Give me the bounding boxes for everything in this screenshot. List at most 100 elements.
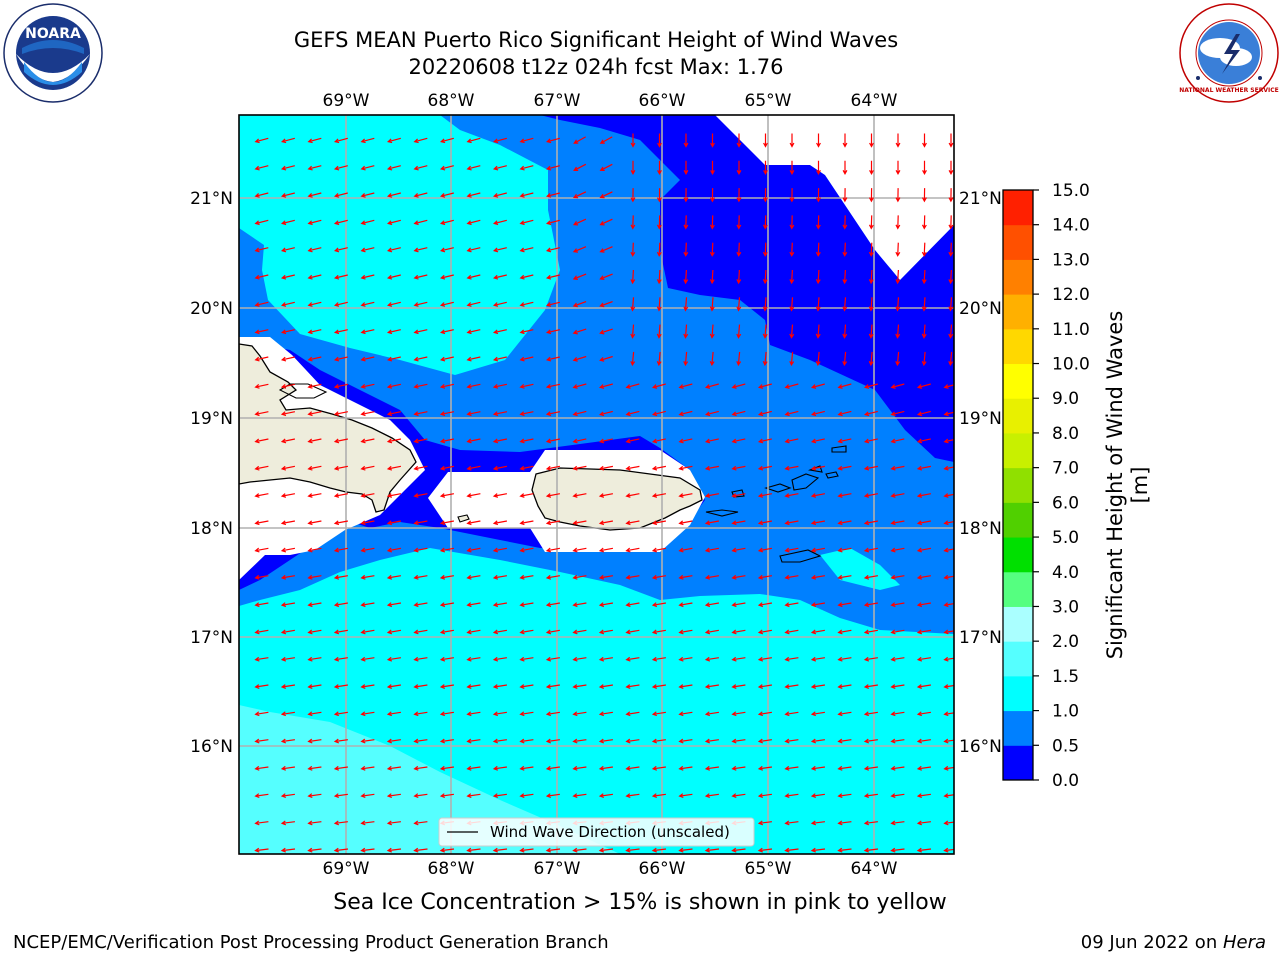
wave-direction-arrow xyxy=(413,793,428,799)
colorbar-cell xyxy=(1003,328,1033,365)
wave-direction-arrow xyxy=(545,738,560,744)
wave-direction-arrow xyxy=(572,328,587,335)
wave-direction-arrow xyxy=(333,465,349,471)
wave-direction-arrow xyxy=(466,574,481,580)
wave-direction-arrow xyxy=(869,133,874,148)
wave-direction-arrow xyxy=(333,684,348,689)
wave-direction-arrow xyxy=(757,656,772,662)
wave-direction-arrow xyxy=(333,219,348,226)
wave-direction-arrow xyxy=(625,629,640,635)
wave-direction-arrow xyxy=(869,160,874,176)
wave-direction-arrow xyxy=(439,301,454,307)
wave-direction-arrow xyxy=(598,629,614,635)
wave-direction-arrow xyxy=(757,547,773,553)
wave-direction-arrow xyxy=(598,438,613,444)
wave-direction-arrow xyxy=(943,684,954,689)
wave-direction-arrow xyxy=(254,383,269,389)
wave-direction-arrow xyxy=(863,847,879,853)
wave-direction-arrow xyxy=(545,574,561,580)
wave-direction-arrow xyxy=(736,351,742,367)
wave-direction-arrow xyxy=(413,820,428,826)
wave-direction-arrow xyxy=(545,192,560,198)
wave-direction-arrow xyxy=(360,465,375,471)
wave-direction-arrow xyxy=(386,765,401,771)
wave-direction-arrow xyxy=(466,656,481,662)
lat-labels-right: 21°N 20°N 19°N 18°N 17°N 16°N xyxy=(959,189,1002,757)
wave-direction-arrow xyxy=(492,137,507,144)
wave-direction-arrow xyxy=(863,765,878,771)
wave-direction-arrow xyxy=(360,411,375,417)
wave-direction-arrow xyxy=(386,656,401,662)
wave-direction-arrow xyxy=(837,656,852,662)
wave-direction-arrow xyxy=(704,547,720,553)
wave-direction-arrow xyxy=(492,411,508,417)
wave-direction-arrow xyxy=(545,793,560,799)
wave-direction-arrow xyxy=(280,274,295,280)
wave-direction-arrow xyxy=(625,656,640,662)
nws-logo-text: NATIONAL WEATHER SERVICE xyxy=(1179,87,1278,94)
wave-direction-arrow xyxy=(333,383,349,389)
wave-direction-arrow xyxy=(492,629,508,635)
wave-direction-arrow xyxy=(440,247,454,253)
colorbar-tick-label: 2.0 xyxy=(1052,632,1079,652)
wave-direction-arrow xyxy=(921,269,927,285)
wave-direction-arrow xyxy=(709,242,715,257)
lon-label: 67°W xyxy=(534,859,581,879)
wave-direction-arrow xyxy=(784,793,799,799)
wave-direction-arrow xyxy=(842,351,848,367)
wave-direction-arrow xyxy=(678,520,693,526)
colorbar-cell xyxy=(1003,224,1033,260)
wave-direction-arrow xyxy=(439,847,455,853)
wave-direction-arrow xyxy=(598,684,613,689)
wave-direction-arrow xyxy=(815,215,821,230)
wave-direction-arrow xyxy=(948,133,954,148)
wave-direction-arrow xyxy=(545,137,560,144)
wave-direction-arrow xyxy=(943,656,954,662)
colorbar-cell xyxy=(1003,745,1033,781)
wave-direction-arrow xyxy=(651,656,666,662)
wave-direction-arrow xyxy=(810,738,825,744)
colorbar-cell xyxy=(1003,467,1033,503)
wave-direction-arrow xyxy=(492,493,508,498)
wave-direction-arrow xyxy=(545,356,560,362)
wave-direction-arrow xyxy=(466,356,481,362)
wave-direction-arrow xyxy=(731,602,746,608)
wave-direction-arrow xyxy=(599,355,613,362)
wave-direction-arrow xyxy=(651,493,667,498)
wave-direction-arrow xyxy=(439,520,455,526)
wave-direction-arrow xyxy=(492,383,508,389)
wave-direction-arrow xyxy=(837,711,852,717)
wave-direction-arrow xyxy=(656,215,662,230)
wave-direction-arrow xyxy=(360,547,375,553)
wave-direction-arrow xyxy=(466,711,481,717)
wave-direction-arrow xyxy=(386,274,401,280)
wave-direction-arrow xyxy=(731,574,746,580)
wave-direction-arrow xyxy=(731,793,746,799)
wave-direction-arrow xyxy=(386,165,401,171)
wave-direction-arrow xyxy=(519,356,534,362)
wave-direction-arrow xyxy=(572,410,587,417)
wave-direction-arrow xyxy=(413,192,428,198)
wave-direction-arrow xyxy=(651,547,667,553)
wave-direction-arrow xyxy=(545,520,561,526)
wave-direction-arrow xyxy=(678,438,693,444)
wave-direction-arrow xyxy=(678,765,693,771)
wave-direction-arrow xyxy=(413,137,428,144)
lon-label: 65°W xyxy=(745,91,792,111)
wave-direction-arrow xyxy=(307,247,322,253)
wave-direction-arrow xyxy=(810,820,825,826)
wave-direction-arrow xyxy=(890,410,905,417)
wave-direction-arrow xyxy=(254,574,269,580)
wave-direction-arrow xyxy=(280,711,295,717)
wave-direction-arrow xyxy=(254,684,269,689)
wave-direction-arrow xyxy=(704,383,719,389)
wave-direction-arrow xyxy=(307,520,322,526)
wave-direction-arrow xyxy=(837,520,852,526)
wave-direction-arrow xyxy=(784,820,799,826)
wave-direction-arrow xyxy=(254,274,269,280)
wave-direction-arrow xyxy=(386,520,402,526)
wave-direction-arrow xyxy=(439,629,455,635)
wave-direction-arrow xyxy=(651,629,667,635)
wave-direction-arrow xyxy=(572,847,587,853)
